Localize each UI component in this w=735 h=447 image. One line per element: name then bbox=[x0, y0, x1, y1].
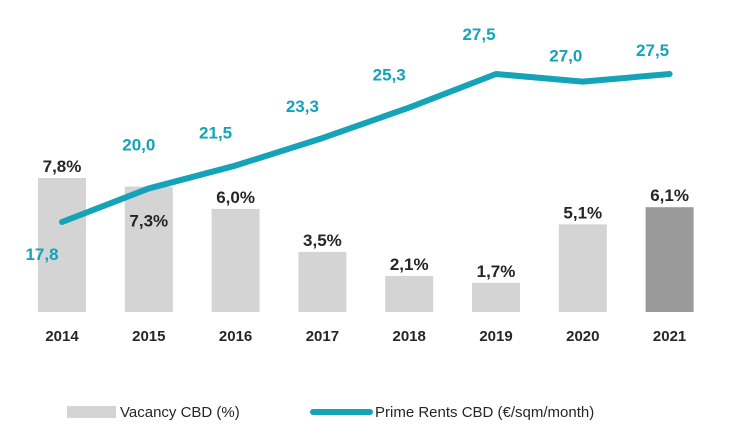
vacancy-bar-2018 bbox=[385, 275, 434, 312]
vacancy-bar-2021 bbox=[645, 207, 694, 312]
rent-label-2017: 23,3 bbox=[286, 97, 319, 116]
x-tick-2016: 2016 bbox=[219, 328, 252, 345]
vacancy-label-2018: 2,1% bbox=[390, 255, 429, 274]
vacancy-bar-2019 bbox=[472, 282, 520, 312]
rent-label-2020: 27,0 bbox=[549, 47, 582, 66]
vacancy-bar-2015 bbox=[124, 186, 173, 312]
vacancy-label-2016: 6,0% bbox=[216, 188, 255, 207]
vacancy-label-2017: 3,5% bbox=[303, 231, 342, 250]
vacancy-label-2015: 7,3% bbox=[129, 212, 168, 231]
rent-label-2016: 21,5 bbox=[199, 124, 232, 143]
legend-rent-label: Prime Rents CBD (€/sqm/month) bbox=[375, 404, 594, 421]
rent-label-2019: 27,5 bbox=[462, 25, 495, 44]
vacancy-bar-2017 bbox=[298, 251, 347, 312]
vacancy-label-2019: 1,7% bbox=[477, 262, 516, 281]
x-tick-2020: 2020 bbox=[566, 328, 599, 345]
rent-label-2014: 17,8 bbox=[25, 245, 58, 264]
vacancy-label-2014: 7,8% bbox=[43, 157, 82, 176]
rent-label-2015: 20,0 bbox=[122, 135, 155, 154]
x-tick-2019: 2019 bbox=[479, 328, 512, 345]
x-tick-2017: 2017 bbox=[306, 328, 339, 345]
vacancy-bar-2020 bbox=[558, 224, 607, 312]
prime-rent-line bbox=[59, 71, 673, 225]
vacancy-label-2021: 6,1% bbox=[650, 186, 689, 205]
legend-vacancy-label: Vacancy CBD (%) bbox=[120, 404, 240, 421]
vacancy-bar-2014 bbox=[38, 178, 86, 312]
legend-vacancy-swatch bbox=[67, 406, 116, 418]
rent-label-2021: 27,5 bbox=[636, 41, 669, 60]
x-tick-2021: 2021 bbox=[653, 328, 686, 345]
x-tick-2014: 2014 bbox=[45, 328, 79, 345]
x-tick-2018: 2018 bbox=[393, 328, 426, 345]
rent-label-2018: 25,3 bbox=[373, 66, 406, 85]
vacancy-label-2020: 5,1% bbox=[563, 203, 602, 222]
x-tick-2015: 2015 bbox=[132, 328, 165, 345]
vacancy-bar-2016 bbox=[211, 208, 260, 312]
